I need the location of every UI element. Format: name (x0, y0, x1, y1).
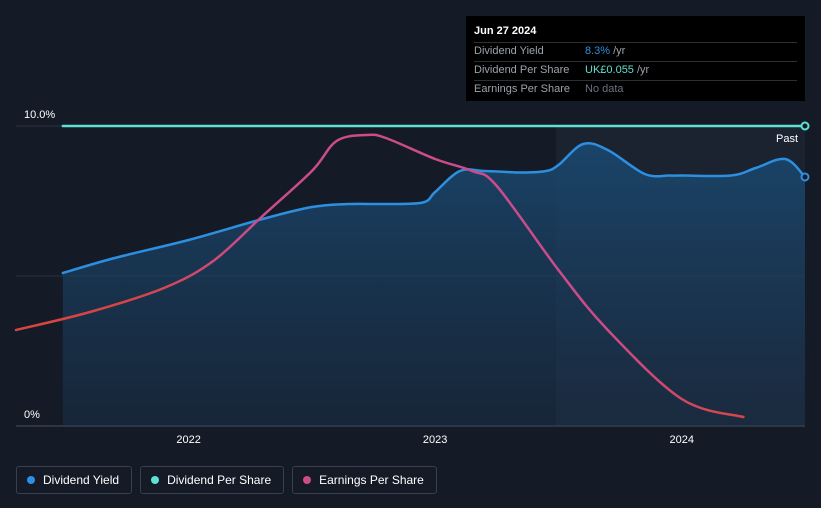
xtick-label-2024: 2024 (669, 434, 693, 446)
tooltip-label: Dividend Per Share (474, 64, 570, 76)
legend-label: Dividend Yield (43, 473, 120, 487)
legend-item-dividend-yield[interactable]: Dividend Yield (16, 466, 133, 494)
tooltip-unit: /yr (636, 64, 650, 76)
tooltip-value: No data (585, 83, 624, 95)
xtick-label-2023: 2023 (423, 434, 447, 446)
earnings-per-share-line (14, 133, 745, 419)
tooltip-label: Earnings Per Share (474, 83, 570, 95)
tooltip-row-dividend-per-share: Dividend Per Share UK£0.055 /yr (474, 61, 797, 80)
legend-item-earnings-per-share[interactable]: Earnings Per Share (292, 466, 437, 494)
tooltip-value: UK£0.055 (585, 64, 634, 76)
dividend-yield-end-point (800, 172, 810, 182)
tooltip-row-earnings-per-share: Earnings Per Share No data (474, 80, 797, 99)
tooltip-date: Jun 27 2024 (474, 25, 537, 37)
legend-dot-icon (27, 476, 35, 484)
ytick-top-label: 10.0% (24, 109, 55, 121)
legend-dot-icon (303, 476, 312, 484)
dividend-yield-area (62, 143, 806, 427)
ytick-bottom-label: 0% (24, 409, 40, 421)
legend-label: Dividend Per Share (167, 473, 272, 487)
tooltip: Jun 27 2024 Dividend Yield 8.3% /yr Divi… (466, 16, 805, 101)
past-label: Past (776, 133, 798, 145)
xtick-label-2022: 2022 (176, 434, 200, 446)
dividend-per-share-end-point (800, 121, 810, 131)
legend-item-dividend-per-share[interactable]: Dividend Per Share (140, 466, 285, 494)
tooltip-value: 8.3% (585, 45, 611, 57)
legend-dot-icon (151, 476, 160, 484)
tooltip-unit: /yr (613, 45, 626, 57)
tooltip-row-dividend-yield: Dividend Yield 8.3% /yr (474, 42, 797, 61)
dividend-yield-line (61, 141, 807, 275)
tooltip-label: Dividend Yield (474, 45, 544, 57)
legend-label: Earnings Per Share (319, 473, 424, 487)
legend: Dividend Yield Dividend Per Share Earnin… (16, 466, 437, 494)
